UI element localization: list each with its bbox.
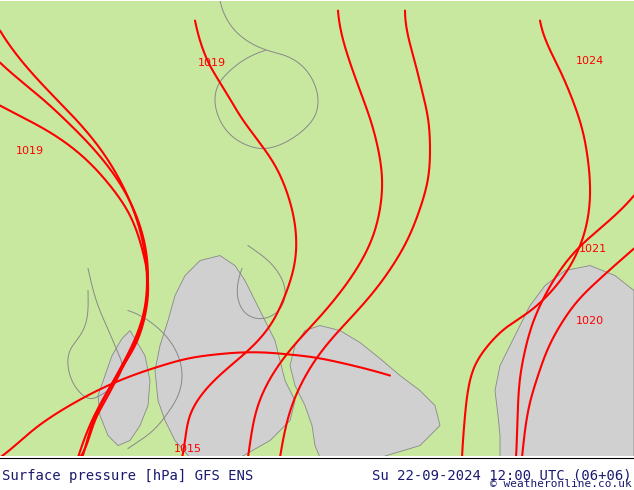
Polygon shape <box>155 256 295 458</box>
Text: 1019: 1019 <box>198 57 226 68</box>
Text: 1015: 1015 <box>174 443 202 454</box>
Text: 1019: 1019 <box>16 146 44 155</box>
Polygon shape <box>495 266 634 458</box>
Text: Surface pressure [hPa] GFS ENS: Surface pressure [hPa] GFS ENS <box>2 468 253 483</box>
Polygon shape <box>290 325 440 458</box>
Text: 1024: 1024 <box>576 55 604 66</box>
Bar <box>0 456 634 488</box>
Text: Su 22-09-2024 12:00 UTC (06+06): Su 22-09-2024 12:00 UTC (06+06) <box>372 468 632 483</box>
Text: 1020: 1020 <box>576 316 604 325</box>
Text: 1021: 1021 <box>579 244 607 253</box>
Polygon shape <box>98 331 150 445</box>
Text: © weatheronline.co.uk: © weatheronline.co.uk <box>490 479 632 489</box>
